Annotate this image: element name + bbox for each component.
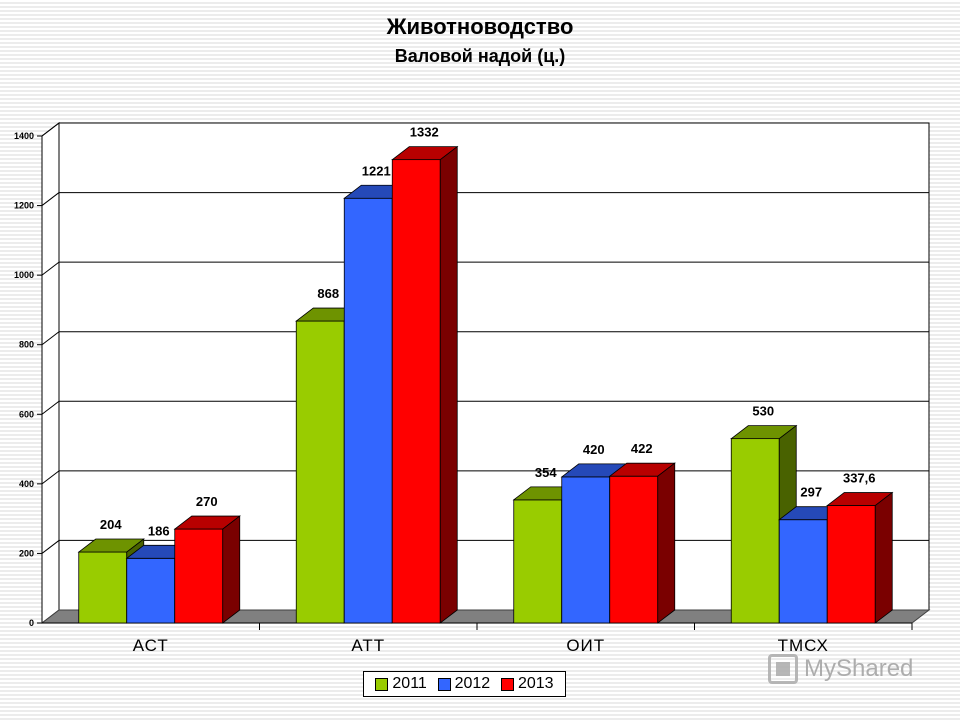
y-tick-label: 800: [19, 340, 34, 350]
x-tick-label: АТТ: [351, 636, 385, 655]
legend-label-2011: 2011: [392, 675, 427, 692]
data-label: 422: [631, 441, 653, 456]
bar-2012-ОИТ: [561, 476, 611, 624]
data-label: 354: [535, 465, 557, 480]
plot-side-wall: [41, 121, 60, 625]
bar-side: [874, 491, 893, 624]
data-label: 297: [800, 485, 822, 500]
y-tick-label: 1200: [14, 201, 34, 211]
legend-label-2012: 2012: [454, 675, 491, 692]
gridline-diagonal: [41, 470, 60, 485]
bar-2013-ТМСХ: [826, 505, 876, 624]
bar-2012-АТТ: [343, 197, 393, 624]
data-label: 204: [100, 517, 122, 532]
data-label: 420: [583, 442, 605, 457]
y-tick-label: 1400: [14, 131, 34, 141]
bar-2012-АСТ: [126, 557, 176, 624]
gridline-diagonal: [41, 331, 60, 346]
y-tick-label: 1000: [14, 270, 34, 280]
presentation-icon: [768, 654, 798, 684]
bar-2011-ТМСХ: [730, 438, 780, 624]
legend-swatch-2013: [500, 677, 514, 691]
bar-side: [222, 515, 241, 624]
gridline-diagonal: [41, 400, 60, 415]
data-label: 1332: [410, 125, 439, 140]
y-tick-label: 200: [19, 548, 34, 558]
data-label: 337,6: [843, 471, 876, 486]
gridline-diagonal: [41, 261, 60, 276]
bar-2011-АТТ: [295, 320, 345, 624]
data-label: 868: [317, 286, 339, 301]
legend-item-2011: 2011: [375, 675, 427, 693]
data-label: 1221: [362, 163, 391, 178]
legend-item-2012: 2012: [437, 675, 491, 693]
gridline-diagonal: [41, 192, 60, 206]
bar-2013-АСТ: [174, 528, 224, 624]
x-tick-label: АСТ: [133, 636, 169, 655]
bar-side: [657, 462, 676, 624]
x-tick-label: ОИТ: [566, 636, 605, 655]
x-tick-label: ТМСХ: [778, 636, 829, 655]
legend-item-2013: 2013: [500, 675, 554, 693]
legend-label-2013: 2013: [517, 675, 554, 692]
data-label: 530: [752, 404, 774, 419]
gridline-diagonal: [41, 122, 60, 137]
legend-swatch-2011: [375, 677, 389, 691]
bar-2013-ОИТ: [609, 475, 659, 624]
bar-2013-АТТ: [391, 159, 441, 624]
bar-2011-ОИТ: [513, 499, 563, 624]
bar-side: [439, 145, 458, 624]
y-tick-label: 400: [19, 479, 34, 489]
chart-title: Животноводство: [386, 14, 574, 39]
bar-2012-ТМСХ: [778, 519, 828, 624]
y-tick-label: 600: [19, 409, 34, 419]
legend-swatch-2012: [437, 677, 451, 691]
legend: 2011 2012 2013: [363, 671, 566, 697]
y-tick-label: 0: [29, 618, 34, 628]
bar-2011-АСТ: [78, 551, 128, 624]
watermark: MyShared: [768, 654, 913, 684]
data-label: 270: [196, 494, 218, 509]
gridline-diagonal: [41, 540, 60, 554]
watermark-text: MyShared: [804, 655, 914, 682]
chart-subtitle: Валовой надой (ц.): [394, 46, 566, 66]
data-label: 186: [148, 523, 170, 538]
